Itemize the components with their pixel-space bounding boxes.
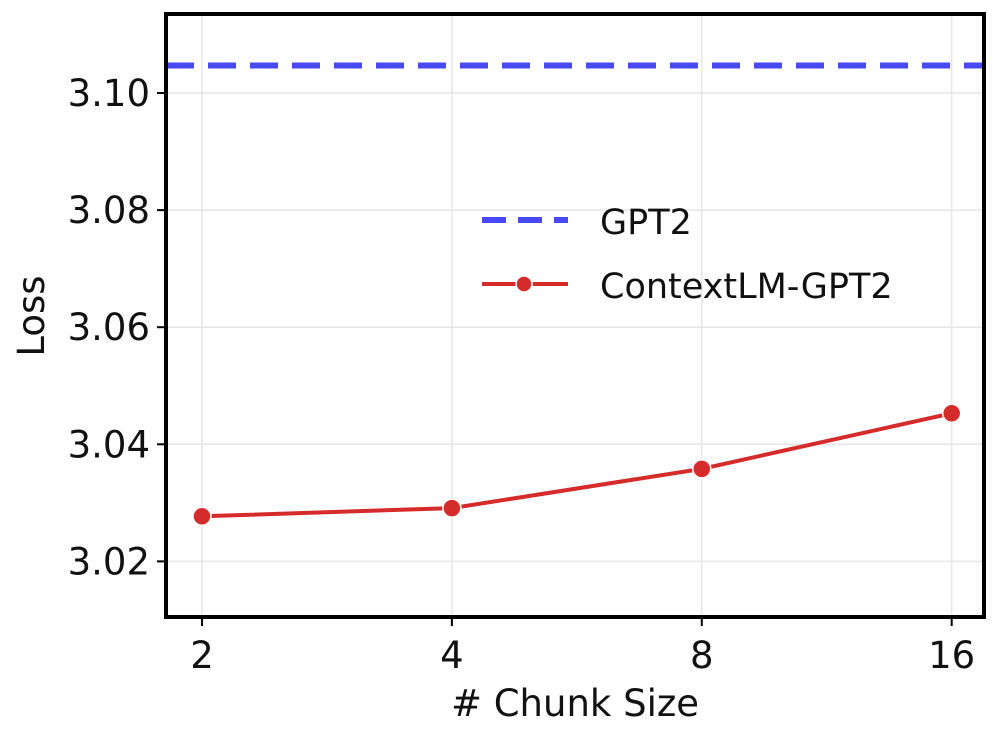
data-point-contextlm-gpt2 xyxy=(692,459,712,479)
y-tick-label: 3.04 xyxy=(68,423,150,466)
grid-lines xyxy=(166,14,984,617)
legend-marker-contextlm-gpt2 xyxy=(515,275,533,293)
axis-ticks: 3.02 3.04 3.06 3.08 3.10 2 4 8 16 xyxy=(68,72,976,677)
data-point-contextlm-gpt2 xyxy=(442,498,462,518)
y-axis-label: Loss xyxy=(10,275,53,356)
x-tick-label: 8 xyxy=(690,634,714,677)
series xyxy=(166,62,984,527)
y-tick-label: 3.08 xyxy=(68,189,150,232)
legend-label-contextlm-gpt2: ContextLM-GPT2 xyxy=(600,267,893,307)
data-point-contextlm-gpt2 xyxy=(192,506,212,527)
data-point-contextlm-gpt2 xyxy=(941,403,962,424)
plot-frame xyxy=(164,12,986,619)
y-tick-label: 3.10 xyxy=(68,72,150,115)
y-tick-label: 3.06 xyxy=(68,306,150,349)
series-line-contextlm-gpt2 xyxy=(201,411,953,519)
y-tick-label: 3.02 xyxy=(68,540,150,583)
x-tick-label: 16 xyxy=(928,634,975,677)
x-tick-label: 2 xyxy=(190,634,214,677)
legend-label-gpt2: GPT2 xyxy=(600,203,692,243)
x-tick-label: 4 xyxy=(440,634,464,677)
legend: GPT2 ContextLM-GPT2 xyxy=(482,203,893,307)
x-axis-label: # Chunk Size xyxy=(451,682,699,725)
